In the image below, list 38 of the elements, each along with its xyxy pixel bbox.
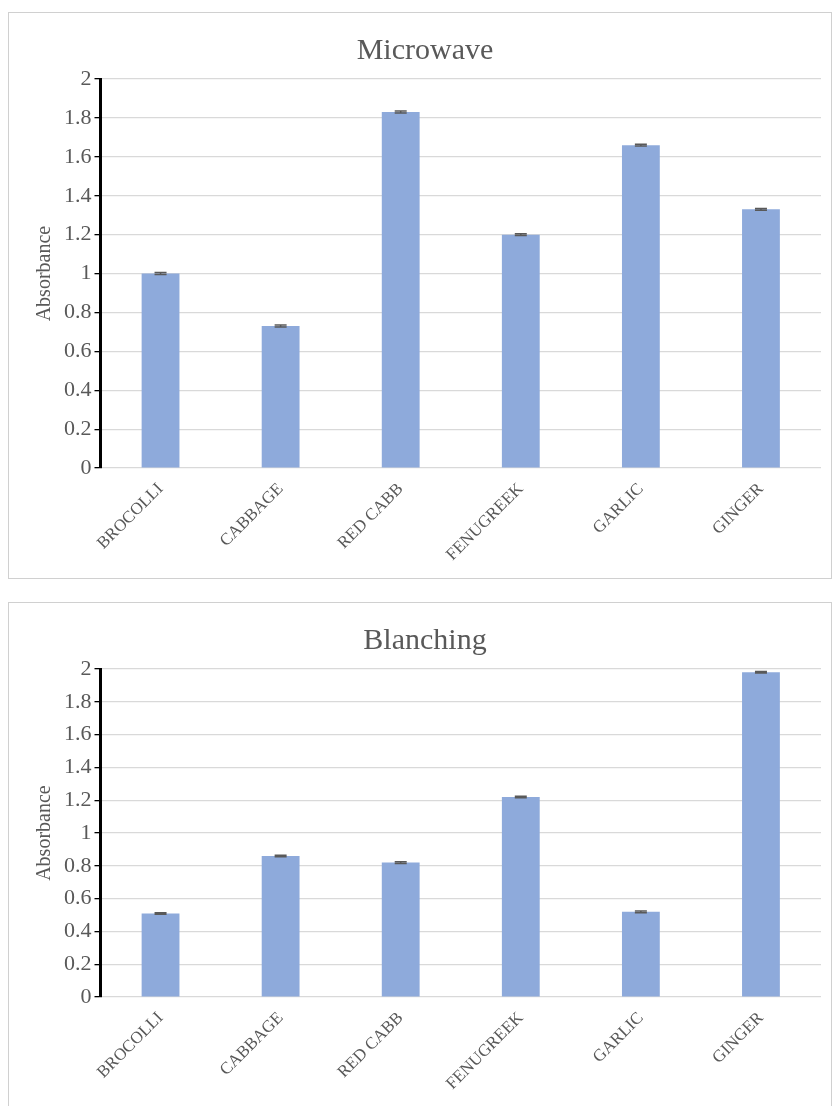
y-tick-label: 1 xyxy=(80,818,92,844)
y-tick-label: 0 xyxy=(80,453,92,479)
chart-title: Blanching xyxy=(363,621,487,655)
bar xyxy=(381,862,420,997)
y-tick-label: 2 xyxy=(80,654,92,680)
bar xyxy=(381,112,420,468)
y-axis-title: Absorbance xyxy=(32,225,55,322)
bar xyxy=(261,326,300,468)
y-tick-label: 1.6 xyxy=(64,720,92,746)
y-tick-label: 1.8 xyxy=(64,687,92,713)
y-tick-label: 0.2 xyxy=(64,414,92,440)
bar xyxy=(501,234,540,468)
y-tick-label: 1.8 xyxy=(64,103,92,129)
y-tick-label: 1.2 xyxy=(64,786,92,812)
y-tick-label: 0.8 xyxy=(64,851,92,877)
chart-title: Microwave xyxy=(356,31,494,65)
y-tick-label: 0.6 xyxy=(64,884,92,910)
y-tick-label: 0.4 xyxy=(64,917,92,943)
y-tick-label: 0.8 xyxy=(64,298,92,324)
bar xyxy=(501,796,540,997)
y-tick-label: 1.4 xyxy=(64,181,92,207)
bar xyxy=(742,672,780,997)
y-tick-label: 1 xyxy=(80,259,92,285)
y-tick-label: 0.4 xyxy=(64,376,92,402)
y-tick-label: 1.2 xyxy=(64,220,92,246)
bar xyxy=(141,913,180,997)
y-tick-label: 0.2 xyxy=(64,950,92,976)
bar xyxy=(621,145,660,468)
bar xyxy=(261,856,300,997)
y-axis-title: Absorbance xyxy=(32,785,55,881)
y-tick-label: 2 xyxy=(80,64,92,90)
bar xyxy=(141,273,180,468)
y-tick-label: 0.6 xyxy=(64,337,92,363)
y-tick-label: 1.6 xyxy=(64,142,92,168)
bar xyxy=(742,209,780,468)
y-tick-label: 0 xyxy=(80,982,92,1008)
bar xyxy=(621,911,660,997)
y-tick-label: 1.4 xyxy=(64,753,92,779)
